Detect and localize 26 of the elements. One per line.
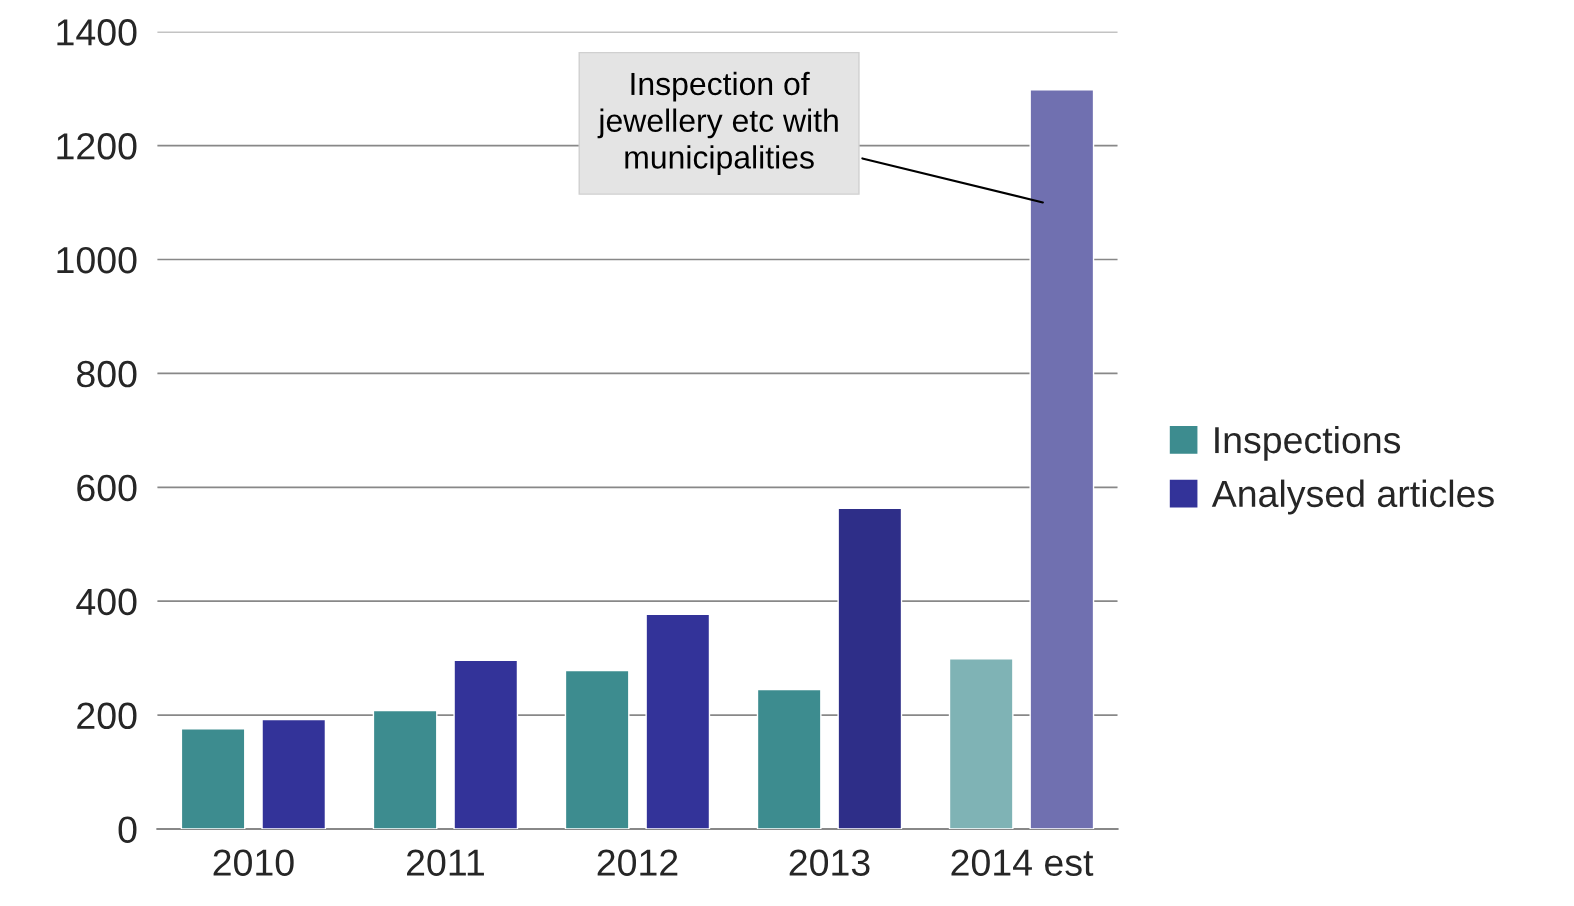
- y-tick-label: 1400: [57, 19, 137, 46]
- legend-label: Analysed articles: [1211, 479, 1494, 515]
- bar: [564, 669, 630, 829]
- bar: [756, 688, 822, 829]
- y-tick-label: 800: [77, 360, 137, 388]
- bar: [453, 659, 519, 829]
- bar: [948, 658, 1014, 829]
- bar: [372, 709, 438, 829]
- bar: [1029, 89, 1095, 829]
- x-tick-label: 2012: [597, 849, 678, 876]
- bar: [261, 718, 327, 829]
- bar: [180, 728, 246, 829]
- y-tick-label: 400: [76, 588, 137, 616]
- legend-label: Inspections: [1215, 425, 1401, 461]
- y-tick-label: 200: [77, 702, 137, 730]
- x-tick-label: 2010: [213, 849, 294, 876]
- bar: [645, 613, 711, 829]
- x-tick-label: 2014 est: [951, 849, 1094, 876]
- x-tick-label: 2013: [789, 849, 870, 876]
- y-tick-label: 1200: [57, 133, 137, 160]
- annotation: Inspection of jewellery etc with municipalities: [597, 71, 838, 176]
- y-tick-label: 0: [118, 816, 137, 843]
- y-tick-label: 600: [77, 474, 137, 502]
- y-tick-label: 1000: [57, 246, 137, 274]
- bar: [837, 507, 903, 829]
- x-tick-label: 2011: [407, 849, 484, 876]
